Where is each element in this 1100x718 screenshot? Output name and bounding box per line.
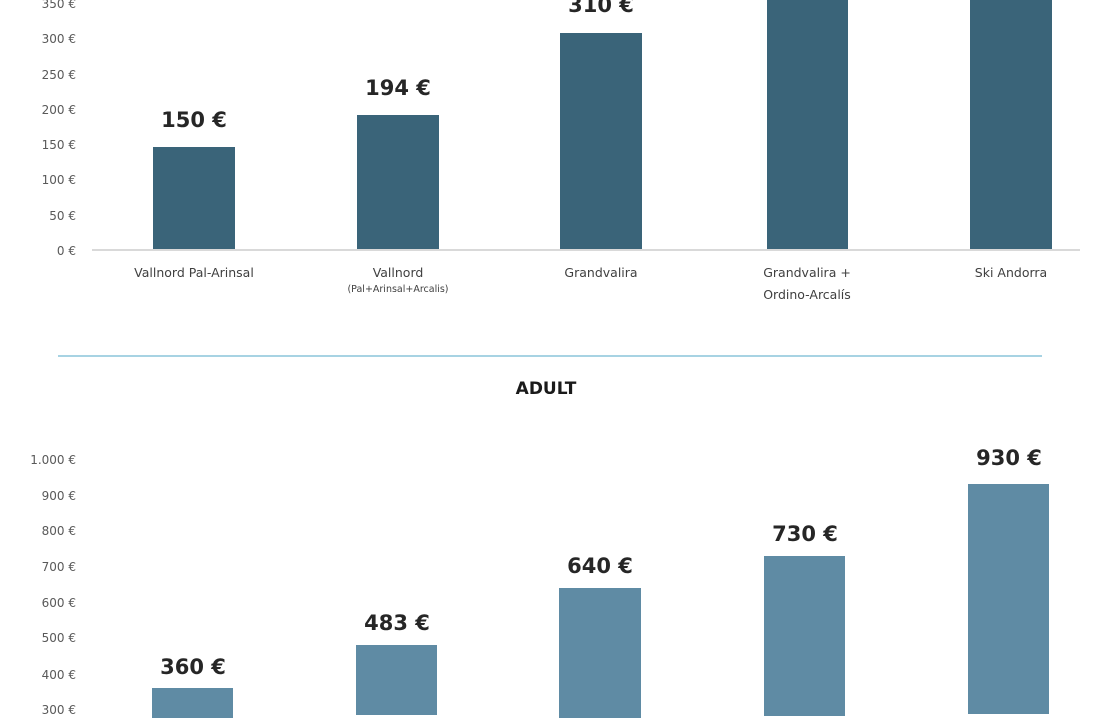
bar-adult-ski-andorra	[968, 484, 1049, 714]
y-tick-label: 0 €	[56, 244, 76, 258]
y-tick-label: 150 €	[41, 138, 76, 152]
x-category-label: Vallnord (Pal+Arinsal+Arcalis)	[298, 262, 498, 296]
category-text: Ski Andorra	[974, 265, 1048, 280]
y-tick-label: 900 €	[41, 489, 76, 503]
y-tick-label: 300 €	[41, 32, 76, 46]
x-axis-line	[92, 249, 1080, 251]
y-tick-label: 600 €	[41, 596, 76, 610]
x-category-label: Ski Andorra	[911, 262, 1100, 284]
category-text-line2: Ordino-Arcalís	[763, 287, 851, 302]
category-text: Grandvalira	[564, 265, 638, 280]
bar-ski-andorra	[970, 0, 1052, 250]
category-text: Vallnord	[372, 265, 424, 280]
bar-adult-vallnord-pal-arinsal	[152, 688, 233, 718]
y-tick-label: 800 €	[41, 524, 76, 538]
bar-adult-grandvalira	[559, 588, 641, 718]
y-tick-label: 700 €	[41, 560, 76, 574]
category-text: Grandvalira +	[763, 265, 851, 280]
y-tick-label: 50 €	[49, 209, 76, 223]
category-subtext: (Pal+Arinsal+Arcalis)	[347, 284, 449, 295]
y-tick-label: 250 €	[41, 68, 76, 82]
bar-vallnord-combined	[357, 115, 439, 250]
bar-adult-vallnord-combined	[356, 645, 437, 715]
section-divider	[58, 355, 1042, 357]
y-tick-label: 300 €	[41, 703, 76, 717]
top-bar-chart: 350 € 300 € 250 € 200 € 150 € 100 € 50 €…	[0, 0, 1100, 340]
bar-value-label: 194 €	[365, 76, 431, 100]
y-tick-label: 350 €	[41, 0, 76, 11]
x-category-label: Grandvalira	[501, 262, 701, 284]
y-tick-label: 500 €	[41, 631, 76, 645]
y-tick-label: 400 €	[41, 668, 76, 682]
bar-value-label: 483 €	[364, 611, 430, 635]
bar-adult-grandvalira-ordino-arcalis	[764, 556, 845, 716]
category-text: Vallnord Pal-Arinsal	[134, 265, 254, 280]
chart-title-adult: ADULT	[515, 379, 577, 399]
bar-value-label: 730 €	[772, 522, 838, 546]
bar-grandvalira-ordino-arcalis	[767, 0, 848, 250]
bar-value-label: 310 €	[568, 0, 634, 17]
bar-value-label: 640 €	[567, 554, 633, 578]
x-category-label: Grandvalira + Ordino-Arcalís	[707, 262, 907, 306]
y-tick-label: 1.000 €	[30, 453, 76, 467]
bar-value-label: 360 €	[160, 655, 226, 679]
bar-grandvalira	[560, 33, 642, 250]
y-tick-label: 100 €	[41, 173, 76, 187]
bar-value-label: 150 €	[161, 108, 227, 132]
x-category-label: Vallnord Pal-Arinsal	[94, 262, 294, 284]
bar-vallnord-pal-arinsal	[153, 147, 235, 250]
y-tick-label: 200 €	[41, 103, 76, 117]
bar-value-label: 930 €	[976, 446, 1042, 470]
